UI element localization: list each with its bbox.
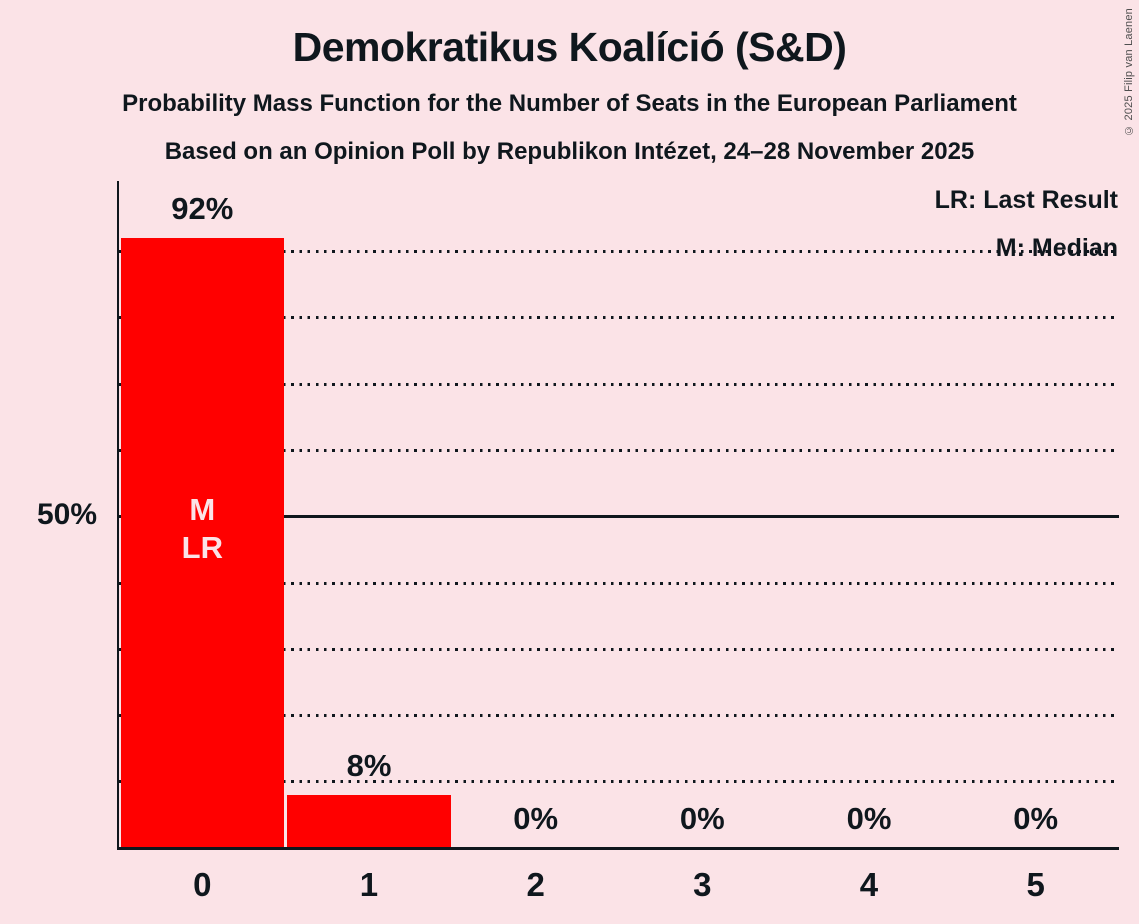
value-label-2: 0% [513,801,559,836]
bar-column-5: 0% [952,185,1119,848]
legend-median: M: Median [995,234,1118,262]
bar-column-4: 0% [786,185,953,848]
x-tick-label-2: 2 [526,866,545,903]
x-tick-label-1: 1 [359,866,379,903]
bar-column-1: 8% [286,185,453,848]
plot-area: 92% M LR 8% 0% 0% 0% 0% [116,181,1119,850]
x-tick-label-5: 5 [1026,866,1045,903]
legend-last-result: LR: Last Result [934,186,1118,214]
annotation-line-m: M [189,492,216,527]
gridline-dotted-10 [119,780,1119,784]
y-axis-tick-label: 50% [36,498,97,531]
bar-seats-1 [287,794,451,848]
gridline-dotted-60 [119,448,1119,452]
y-axis-line [116,181,119,850]
x-axis-line [116,846,1119,850]
gridline-dotted-90 [119,250,1119,253]
median-last-result-annotation: M LR [119,491,286,567]
chart-subtitle-line2: Based on an Opinion Poll by Republikon I… [164,138,975,165]
value-label-3: 0% [679,801,725,836]
bar-column-3: 0% [619,185,786,848]
bar-column-0: 92% M LR [119,185,286,848]
gridline-dotted-30 [119,647,1119,651]
bar-seats-0 [120,238,285,848]
value-label-1: 8% [346,747,392,783]
annotation-line-lr: LR [181,530,223,565]
bar-column-2: 0% [452,185,619,848]
gridline-dotted-40 [119,581,1119,585]
chart-subtitle-line1: Probability Mass Function for the Number… [122,90,1017,117]
gridline-solid-50 [119,515,1119,518]
gridline-dotted-70 [119,382,1119,386]
x-tick-label-4: 4 [859,866,879,903]
gridline-dotted-80 [119,316,1119,320]
chart-title: Demokratikus Koalíció (S&D) [292,24,847,70]
x-tick-label-3: 3 [693,866,712,903]
value-label-4: 0% [846,801,892,836]
x-axis-labels: 0 1 2 3 4 5 [119,866,1119,906]
gridline-dotted-20 [119,714,1119,718]
x-tick-label-0: 0 [193,866,212,903]
value-label-0: 92% [171,191,234,227]
value-label-5: 0% [1013,801,1059,836]
